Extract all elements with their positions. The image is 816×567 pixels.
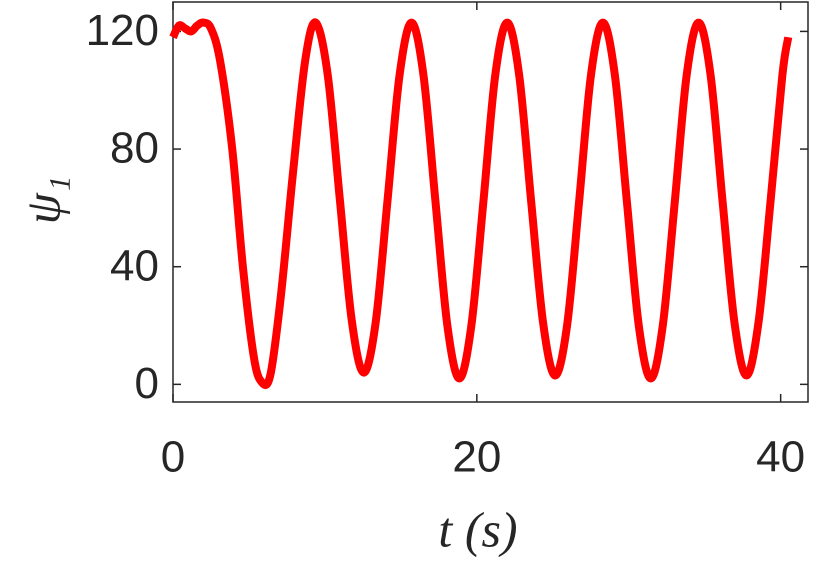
y-tick-label: 0 [135,359,159,408]
y-tick-label: 120 [86,6,159,55]
x-axis-label: t (s) [438,501,517,557]
y-axis-label: ψ₁ [14,176,70,224]
y-tick-label: 40 [110,241,159,290]
line [169,18,793,390]
plot-frame [172,1,809,403]
y-tick-label: 80 [110,124,159,173]
x-tick-label: 20 [452,433,501,482]
x-tick-label: 40 [756,433,805,482]
x-tick-label: 0 [161,433,185,482]
